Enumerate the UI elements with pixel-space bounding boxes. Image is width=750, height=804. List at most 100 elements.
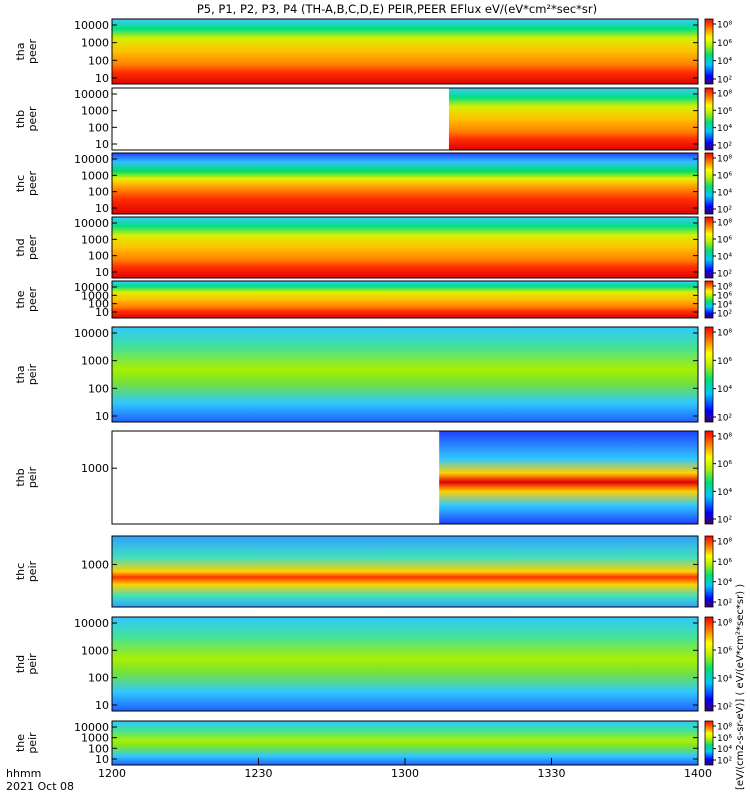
y-tick-label: 1000 xyxy=(81,355,109,368)
panel-label-type: peer xyxy=(26,287,39,313)
colorbar-tick-label: 10² xyxy=(717,76,732,86)
colorbar-tick-label: 10⁸ xyxy=(717,619,732,629)
spectrogram-image xyxy=(448,88,698,150)
y-tick-label: 1000 xyxy=(81,289,109,302)
colorbar xyxy=(704,430,714,525)
y-tick-label: 100 xyxy=(88,121,109,134)
panel-label-probe: thb xyxy=(14,468,27,486)
colorbar-tick-label: 10² xyxy=(717,310,732,320)
colorbar-tick-label: 10⁸ xyxy=(717,329,732,339)
colorbar-tick-label: 10⁸ xyxy=(717,433,732,443)
panel-label-probe: thd xyxy=(14,655,27,673)
panel-frame xyxy=(111,430,699,525)
x-axis: 1200 1230 1300 1330 1400 xyxy=(98,758,712,780)
y-tick-label: 1000 xyxy=(81,169,109,182)
colorbar-tick-label: 10⁸ xyxy=(717,283,732,293)
colorbar-tick-label: 10⁸ xyxy=(717,90,732,100)
colorbar-tick-label: 10⁴ xyxy=(717,253,732,263)
panel-label-type: peir xyxy=(26,732,39,754)
colorbar-tick-label: 10² xyxy=(717,206,732,216)
colorbar-tick-label: 10² xyxy=(717,142,732,152)
x-tick-label: 1400 xyxy=(684,767,712,780)
y-tick-label: 100 xyxy=(88,54,109,67)
y-tick-label: 10 xyxy=(95,138,109,151)
panel-frame xyxy=(111,18,699,85)
panel-tha-peer: 10000 1000 100 10 tha peer 10⁸ 10⁶ 10⁴ 10² xyxy=(14,18,732,86)
colorbar-tick-label: 10² xyxy=(717,270,732,280)
y-tick-label: 10000 xyxy=(74,617,109,630)
colorbar xyxy=(704,152,714,215)
panel-thc-peir: 1000 thc peir 10⁸ 10⁶ 10⁴ 10² xyxy=(14,535,732,609)
y-tick-label: 1000 xyxy=(81,558,109,571)
y-tick-label: 10 xyxy=(95,699,109,712)
y-tick-label: 100 xyxy=(88,298,109,311)
colorbar xyxy=(704,326,714,423)
y-tick-label: 10 xyxy=(95,202,109,215)
y-tick-label: 10000 xyxy=(74,281,109,294)
panel-frame xyxy=(111,616,699,712)
colorbar-tick-label: 10⁶ xyxy=(717,460,732,470)
y-tick-label: 10 xyxy=(95,410,109,423)
colorbar-tick-label: 10² xyxy=(717,414,732,424)
panel-thd-peir: 10000 1000 100 10 thd peir 10⁸ 10⁶ 10⁴ 10² xyxy=(14,616,732,713)
spectrogram-image xyxy=(112,281,698,318)
colorbar-tick-label: 10⁶ xyxy=(717,236,732,246)
y-tick-label: 1000 xyxy=(81,105,109,118)
y-tick-label: 100 xyxy=(88,742,109,755)
y-tick-label: 100 xyxy=(88,672,109,685)
spectrogram-image xyxy=(112,721,698,765)
colorbar-tick-label: 10⁶ xyxy=(717,357,732,367)
panel-label-probe: thc xyxy=(14,563,27,580)
y-tick-label: 1000 xyxy=(81,233,109,246)
x-date-label: 2021 Oct 08 xyxy=(6,780,74,793)
colorbar-tick-label: 10⁶ xyxy=(717,647,732,657)
panel-label-probe: the xyxy=(14,734,27,752)
y-tick-label: 1000 xyxy=(81,732,109,745)
colorbar-tick-label: 10⁸ xyxy=(717,219,732,229)
panel-frame xyxy=(111,535,699,608)
panel-tha-peir: 10000 1000 100 10 tha peir 10⁸ 10⁶ 10⁴ 10² xyxy=(14,326,732,424)
colorbar-tick-label: 10⁶ xyxy=(717,292,732,302)
x-var-label: hhmm xyxy=(6,767,41,780)
y-tick-label: 10000 xyxy=(74,153,109,166)
colorbar-tick-label: 10⁴ xyxy=(717,578,732,588)
y-tick-label: 10 xyxy=(95,266,109,279)
y-tick-label: 10000 xyxy=(74,217,109,230)
panel-label-type: peer xyxy=(26,235,39,261)
y-tick-label: 10 xyxy=(95,306,109,319)
colorbar-tick-label: 10⁶ xyxy=(717,107,732,117)
y-tick-label: 100 xyxy=(88,250,109,263)
panel-label-type: peer xyxy=(26,106,39,132)
x-tick-label: 1200 xyxy=(98,767,126,780)
colorbar xyxy=(704,616,714,712)
panel-label-probe: thc xyxy=(14,175,27,192)
colorbar-tick-label: 10² xyxy=(717,703,732,713)
colorbar-tick-label: 10⁴ xyxy=(717,745,732,755)
colorbar-tick-label: 10⁴ xyxy=(717,385,732,395)
y-tick-label: 100 xyxy=(88,382,109,395)
colorbar-tick-label: 10⁸ xyxy=(717,723,732,733)
panel-label-type: peer xyxy=(26,39,39,65)
colorbar xyxy=(704,18,714,85)
colorbar-tick-label: 10⁴ xyxy=(717,124,732,134)
y-tick-label: 100 xyxy=(88,186,109,199)
colorbar-tick-label: 10² xyxy=(717,599,732,609)
colorbar xyxy=(704,280,714,319)
panel-thd-peer: 10000 1000 100 10 thd peer 10⁸ 10⁶ 10⁴ 10² xyxy=(14,216,732,280)
figure-title: P5, P1, P2, P3, P4 (TH-A,B,C,D,E) PEIR,P… xyxy=(197,2,597,16)
y-tick-label: 10000 xyxy=(74,88,109,101)
colorbar-tick-label: 10⁶ xyxy=(717,39,732,49)
colorbar-tick-label: 10² xyxy=(717,757,732,767)
colorbar xyxy=(704,216,714,279)
y-tick-label: 1000 xyxy=(81,644,109,657)
colorbar-tick-label: 10⁴ xyxy=(717,488,732,498)
spectrogram-image xyxy=(112,153,698,214)
panel-frame xyxy=(111,87,699,151)
panel-thc-peer: 10000 1000 100 10 thc peer 10⁸ 10⁶ 10⁴ 10² xyxy=(14,152,732,216)
colorbar-tick-label: 10⁴ xyxy=(717,57,732,67)
x-tick-label: 1300 xyxy=(391,767,419,780)
y-tick-label: 10000 xyxy=(74,19,109,32)
